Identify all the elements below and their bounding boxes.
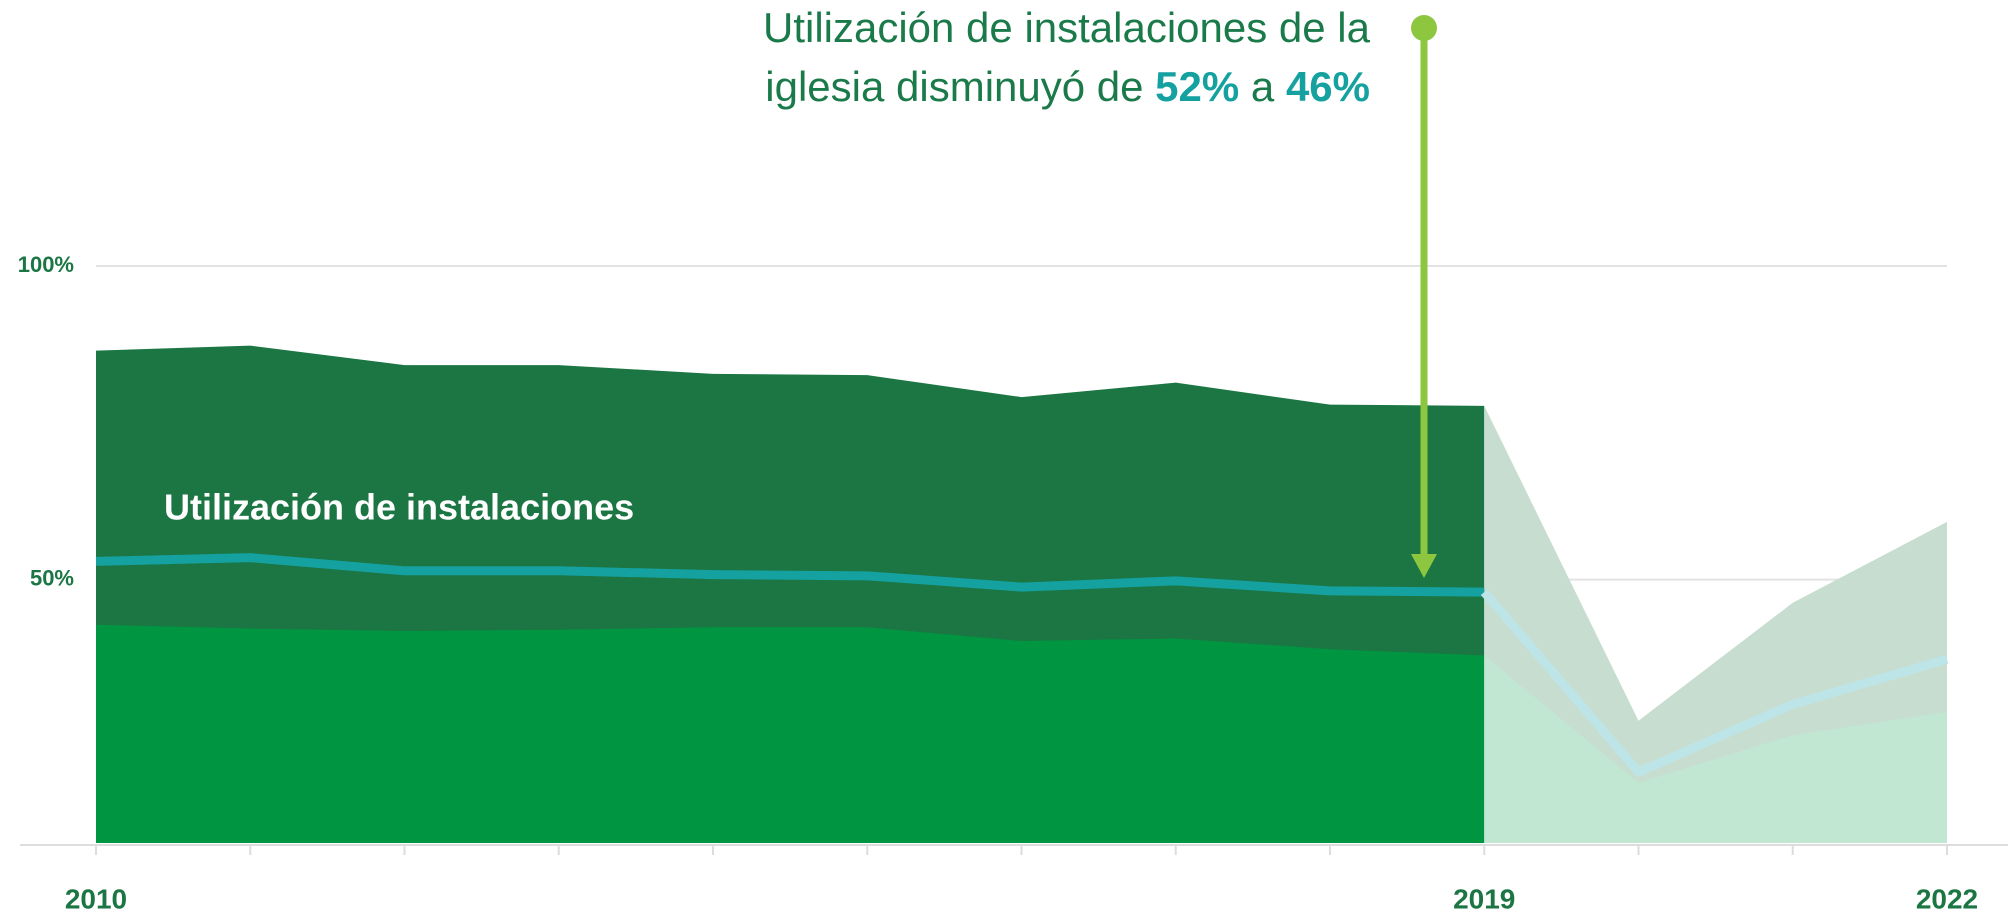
annotation-text: a [1251, 63, 1275, 110]
series-label: Utilización de instalaciones [164, 487, 634, 528]
y-tick-label: 50% [30, 565, 74, 590]
x-tick-label: 2019 [1453, 883, 1515, 914]
line [1480, 589, 1949, 777]
annotation-to: 46% [1286, 63, 1370, 110]
x-tick-label: 2010 [65, 883, 127, 914]
annotation-text: iglesia disminuyó de [765, 63, 1143, 110]
area-lower [96, 624, 1485, 843]
arrow-head [1411, 554, 1437, 578]
annotation-from: 52% [1155, 63, 1239, 110]
annotation-line1: Utilización de instalaciones de la [763, 4, 1371, 51]
annotation-line2: iglesia disminuyó de 52% a 46% [765, 63, 1370, 110]
x-tick-label: 2022 [1916, 883, 1978, 914]
line [95, 553, 1485, 597]
axis: 50% 100% 2010 2019 2022 [18, 252, 2008, 914]
area-lower [1484, 655, 1947, 843]
lines [95, 553, 1949, 777]
arrow-dot [1411, 15, 1437, 41]
areas [96, 345, 1947, 843]
y-tick-label: 100% [18, 252, 74, 277]
